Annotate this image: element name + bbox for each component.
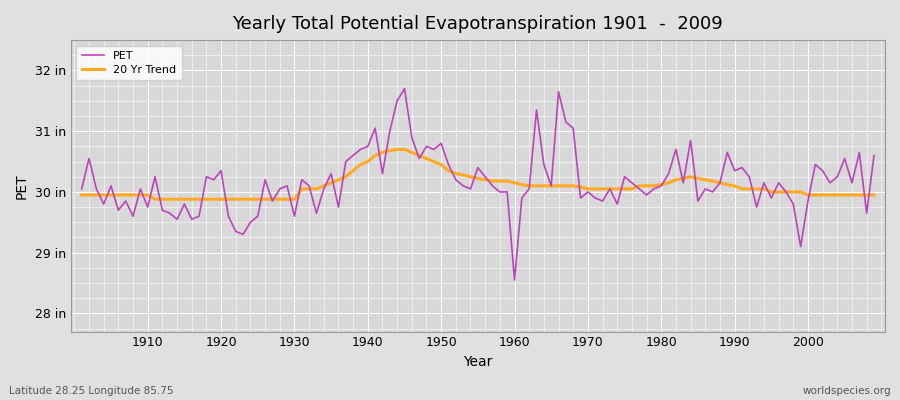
Line: 20 Yr Trend: 20 Yr Trend (82, 150, 874, 199)
Y-axis label: PET: PET (15, 173, 29, 199)
PET (509, 278, 520, 282)
PET (340, 159, 351, 164)
PET (612, 202, 623, 206)
PET (296, 177, 307, 182)
PET (76, 186, 87, 191)
Text: worldspecies.org: worldspecies.org (803, 386, 891, 396)
PET (135, 186, 146, 191)
Line: PET: PET (82, 89, 874, 280)
PET (868, 153, 879, 158)
Legend: PET, 20 Yr Trend: PET, 20 Yr Trend (76, 46, 182, 80)
20 Yr Trend (868, 192, 879, 197)
20 Yr Trend (524, 184, 535, 188)
Text: Latitude 28.25 Longitude 85.75: Latitude 28.25 Longitude 85.75 (9, 386, 174, 396)
PET (399, 86, 410, 91)
PET (517, 196, 527, 200)
20 Yr Trend (612, 186, 623, 191)
20 Yr Trend (76, 192, 87, 197)
20 Yr Trend (149, 197, 160, 202)
20 Yr Trend (303, 186, 314, 191)
20 Yr Trend (392, 147, 402, 152)
20 Yr Trend (135, 192, 146, 197)
PET (524, 186, 535, 191)
20 Yr Trend (517, 182, 527, 187)
20 Yr Trend (347, 168, 358, 173)
Title: Yearly Total Potential Evapotranspiration 1901  -  2009: Yearly Total Potential Evapotranspiratio… (232, 15, 724, 33)
X-axis label: Year: Year (464, 355, 492, 369)
